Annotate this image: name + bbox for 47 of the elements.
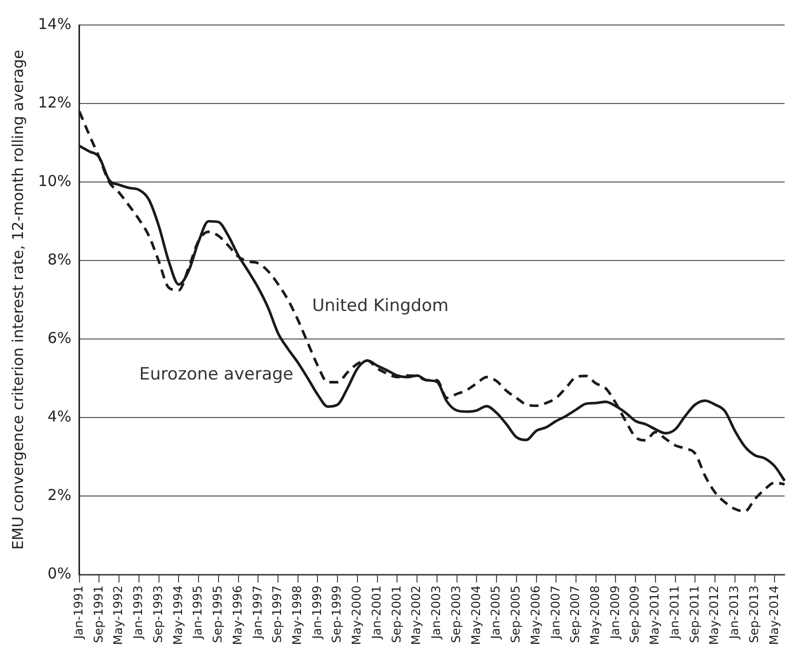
x-tick-label: Sep-2013 bbox=[746, 586, 761, 644]
x-tick-label: May-2008 bbox=[588, 586, 602, 645]
x-tick-label: Sep-1995 bbox=[210, 586, 225, 644]
x-tick-label: May-2004 bbox=[468, 586, 483, 645]
y-tick-label: 8% bbox=[48, 250, 72, 268]
x-tick-label: Jan-2003 bbox=[429, 586, 444, 640]
y-tick-label: 10% bbox=[38, 172, 72, 190]
x-tick-label: Sep-2001 bbox=[389, 586, 404, 644]
x-tick-label: Sep-1993 bbox=[150, 586, 165, 644]
x-tick-label: Sep-1999 bbox=[330, 586, 344, 644]
x-tick-label: May-2010 bbox=[648, 586, 662, 645]
x-tick-label: Jan-2011 bbox=[667, 586, 682, 640]
x-tick-label: May-2006 bbox=[528, 586, 542, 645]
x-tick-label: Jan-2007 bbox=[548, 586, 562, 640]
x-tick-label: May-1994 bbox=[170, 586, 185, 645]
y-tick-label: 12% bbox=[38, 93, 72, 112]
x-tick-label: May-1992 bbox=[111, 586, 126, 645]
y-tick-label: 0% bbox=[48, 564, 72, 582]
x-tick-label: Jan-1995 bbox=[190, 586, 205, 640]
x-tick-label: May-2014 bbox=[766, 586, 781, 645]
x-tick-label: May-2000 bbox=[350, 586, 364, 645]
x-tick-label: Jan-1997 bbox=[250, 586, 264, 640]
x-tick-label: Sep-2011 bbox=[687, 586, 702, 644]
x-tick-label: Jan-2005 bbox=[488, 586, 503, 640]
x-tick-label: Jan-2013 bbox=[727, 586, 742, 640]
y-tick-label: 2% bbox=[48, 486, 72, 504]
series-label: Eurozone average bbox=[139, 364, 294, 384]
x-tick-label: Sep-2009 bbox=[628, 586, 642, 644]
series-label: United Kingdom bbox=[312, 296, 449, 316]
x-tick-label: Jan-2009 bbox=[608, 586, 622, 640]
x-tick-label: Sep-2003 bbox=[448, 586, 463, 644]
y-tick-label: 6% bbox=[48, 328, 72, 347]
y-tick-label: 4% bbox=[48, 407, 72, 426]
x-tick-label: May-1998 bbox=[290, 586, 304, 645]
x-tick-label: Jan-1993 bbox=[131, 586, 146, 640]
x-tick-label: Jan-2001 bbox=[369, 586, 384, 640]
x-tick-label: Sep-2005 bbox=[508, 586, 523, 644]
y-axis-title: EMU convergence criterion interest rate, 12-month rolling average bbox=[8, 50, 27, 550]
x-tick-label: May-2002 bbox=[409, 586, 424, 645]
x-tick-label: Sep-1991 bbox=[91, 586, 106, 644]
x-tick-label: Sep-1997 bbox=[270, 586, 284, 644]
x-tick-label: Jan-1991 bbox=[71, 586, 86, 640]
x-tick-label: Jan-1999 bbox=[310, 586, 324, 640]
y-tick-label: 14% bbox=[38, 14, 72, 33]
x-tick-label: May-1996 bbox=[230, 586, 244, 645]
x-tick-label: Sep-2007 bbox=[568, 586, 582, 644]
x-tick-label: May-2012 bbox=[707, 586, 722, 645]
